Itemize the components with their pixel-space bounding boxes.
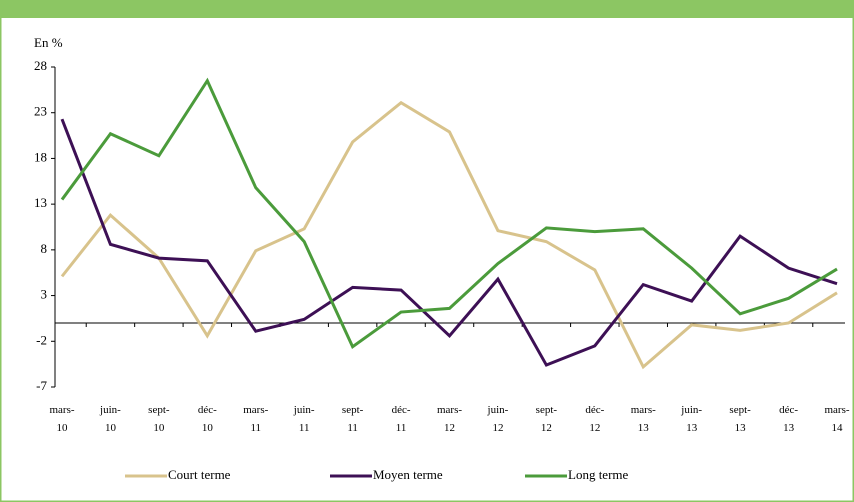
x-tick-label: déc-12 bbox=[585, 404, 604, 434]
y-tick-label: 13 bbox=[34, 195, 47, 210]
x-tick-label: mars-11 bbox=[243, 404, 268, 434]
header-bar bbox=[0, 0, 854, 18]
series-line bbox=[60, 118, 838, 367]
y-tick-label: 3 bbox=[41, 287, 48, 302]
y-axis-label: En % bbox=[34, 35, 63, 50]
y-tick-label: 18 bbox=[34, 149, 47, 164]
x-tick-label: juin-13 bbox=[680, 404, 702, 434]
x-tick-label: juin-11 bbox=[293, 404, 315, 434]
x-tick-label: sept-13 bbox=[729, 404, 751, 434]
x-tick-label: déc-13 bbox=[779, 404, 798, 434]
x-tick-label: mars-12 bbox=[437, 404, 462, 434]
x-tick-label: mars-14 bbox=[824, 404, 849, 434]
x-tick-label: mars-13 bbox=[631, 404, 656, 434]
legend-label: Long terme bbox=[568, 467, 629, 482]
x-tick-label: mars-10 bbox=[49, 404, 74, 434]
x-tick-label: sept-12 bbox=[536, 404, 558, 434]
legend-label: Moyen terme bbox=[373, 467, 443, 482]
x-tick-label: déc-11 bbox=[392, 404, 411, 434]
x-tick-label: sept-11 bbox=[342, 404, 364, 434]
series-line bbox=[60, 100, 838, 370]
x-tick-label: déc-10 bbox=[198, 404, 217, 434]
x-tick-label: juin-12 bbox=[487, 404, 509, 434]
legend-label: Court terme bbox=[168, 467, 231, 482]
y-tick-label: 23 bbox=[34, 104, 47, 119]
y-tick-label: -2 bbox=[36, 332, 47, 347]
y-tick-label: -7 bbox=[36, 378, 47, 393]
series-line bbox=[60, 77, 838, 350]
x-tick-label: sept-10 bbox=[148, 404, 170, 434]
x-tick-label: juin-10 bbox=[99, 404, 121, 434]
y-tick-label: 8 bbox=[41, 241, 48, 256]
y-tick-label: 28 bbox=[34, 58, 47, 73]
